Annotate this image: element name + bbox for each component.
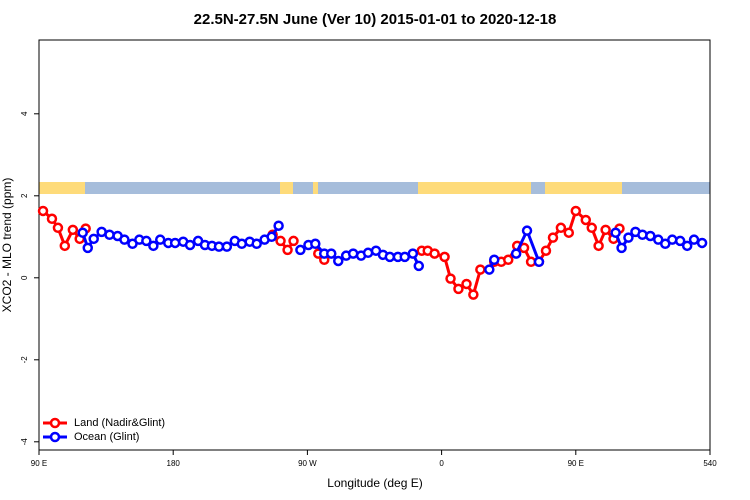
data-point — [510, 248, 522, 259]
land-patch — [39, 182, 85, 194]
data-point — [407, 248, 419, 259]
data-point — [148, 240, 159, 252]
data-point — [77, 227, 88, 238]
x-tick-label: 90 E — [568, 459, 584, 468]
data-point — [563, 227, 575, 238]
data-point — [586, 222, 598, 234]
data-point — [461, 278, 472, 290]
data-point — [521, 225, 533, 236]
data-point — [610, 227, 621, 238]
legend-marker — [49, 431, 61, 443]
data-point — [88, 233, 99, 245]
y-tick-label: 2 — [20, 193, 29, 198]
data-point — [547, 232, 559, 243]
data-point — [503, 254, 514, 266]
data-point — [82, 242, 94, 254]
x-tick-label: 90 W — [298, 459, 317, 468]
data-point — [384, 251, 396, 263]
data-point — [555, 222, 567, 234]
data-point — [429, 248, 440, 259]
plot-frame — [38, 39, 711, 451]
data-point — [266, 231, 277, 243]
x-tick-label: 90 E — [31, 459, 47, 468]
data-point — [67, 224, 79, 236]
data-point — [484, 264, 495, 275]
data-point — [141, 235, 152, 247]
data-point — [295, 244, 306, 256]
data-point — [488, 254, 500, 266]
data-point — [475, 264, 486, 275]
data-point — [540, 245, 552, 256]
data-point — [445, 273, 456, 284]
data-point — [184, 239, 196, 251]
data-point — [251, 238, 262, 250]
data-point — [696, 237, 708, 249]
data-point — [580, 214, 592, 226]
data-point — [154, 234, 166, 245]
data-point — [52, 222, 64, 234]
data-point — [275, 235, 286, 247]
data-point — [688, 234, 700, 245]
land-mask-strip — [39, 182, 710, 194]
data-point — [623, 232, 634, 243]
data-point — [310, 238, 321, 250]
y-axis-label: XCO2 - MLO trend (ppm) — [0, 178, 14, 313]
data-point — [570, 205, 582, 217]
x-tick-label: 540 — [703, 459, 717, 468]
data-point — [453, 283, 464, 295]
data-point — [399, 251, 411, 263]
data-point — [333, 255, 344, 267]
data-point — [119, 234, 130, 245]
legend-marker — [49, 417, 61, 429]
legend-label: Ocean (Glint) — [74, 431, 139, 443]
data-point — [533, 256, 545, 268]
data-point — [326, 248, 337, 259]
data-point — [282, 244, 293, 256]
land-patch — [418, 182, 531, 194]
data-point — [46, 213, 58, 225]
chart-title: 22.5N-27.5N June (Ver 10) 2015-01-01 to … — [194, 11, 557, 28]
data-point — [104, 229, 115, 240]
y-tick-label: 0 — [20, 275, 29, 280]
data-point — [600, 224, 611, 236]
data-point — [221, 241, 233, 252]
x-tick-label: 0 — [439, 459, 444, 468]
land-patch — [313, 182, 318, 194]
data-point — [169, 237, 181, 249]
data-point — [288, 235, 299, 247]
land-patch — [545, 182, 622, 194]
data-point — [616, 242, 627, 254]
y-tick-label: 4 — [20, 111, 29, 116]
y-tick-label: -2 — [20, 356, 29, 364]
data-point — [37, 205, 49, 217]
data-point — [674, 235, 686, 247]
x-tick-label: 180 — [167, 459, 181, 468]
data-point — [645, 230, 656, 242]
data-point — [468, 289, 479, 300]
data-point — [593, 240, 604, 252]
data-point — [439, 251, 450, 263]
data-point — [273, 220, 284, 231]
y-tick-label: -4 — [20, 438, 29, 446]
x-axis-label: Longitude (deg E) — [327, 476, 422, 490]
legend-label: Land (Nadir&Glint) — [74, 417, 165, 429]
data-point — [413, 260, 425, 272]
ocean-band — [39, 182, 710, 194]
data-point — [59, 240, 71, 252]
land-patch — [280, 182, 293, 194]
data-point — [681, 240, 693, 252]
